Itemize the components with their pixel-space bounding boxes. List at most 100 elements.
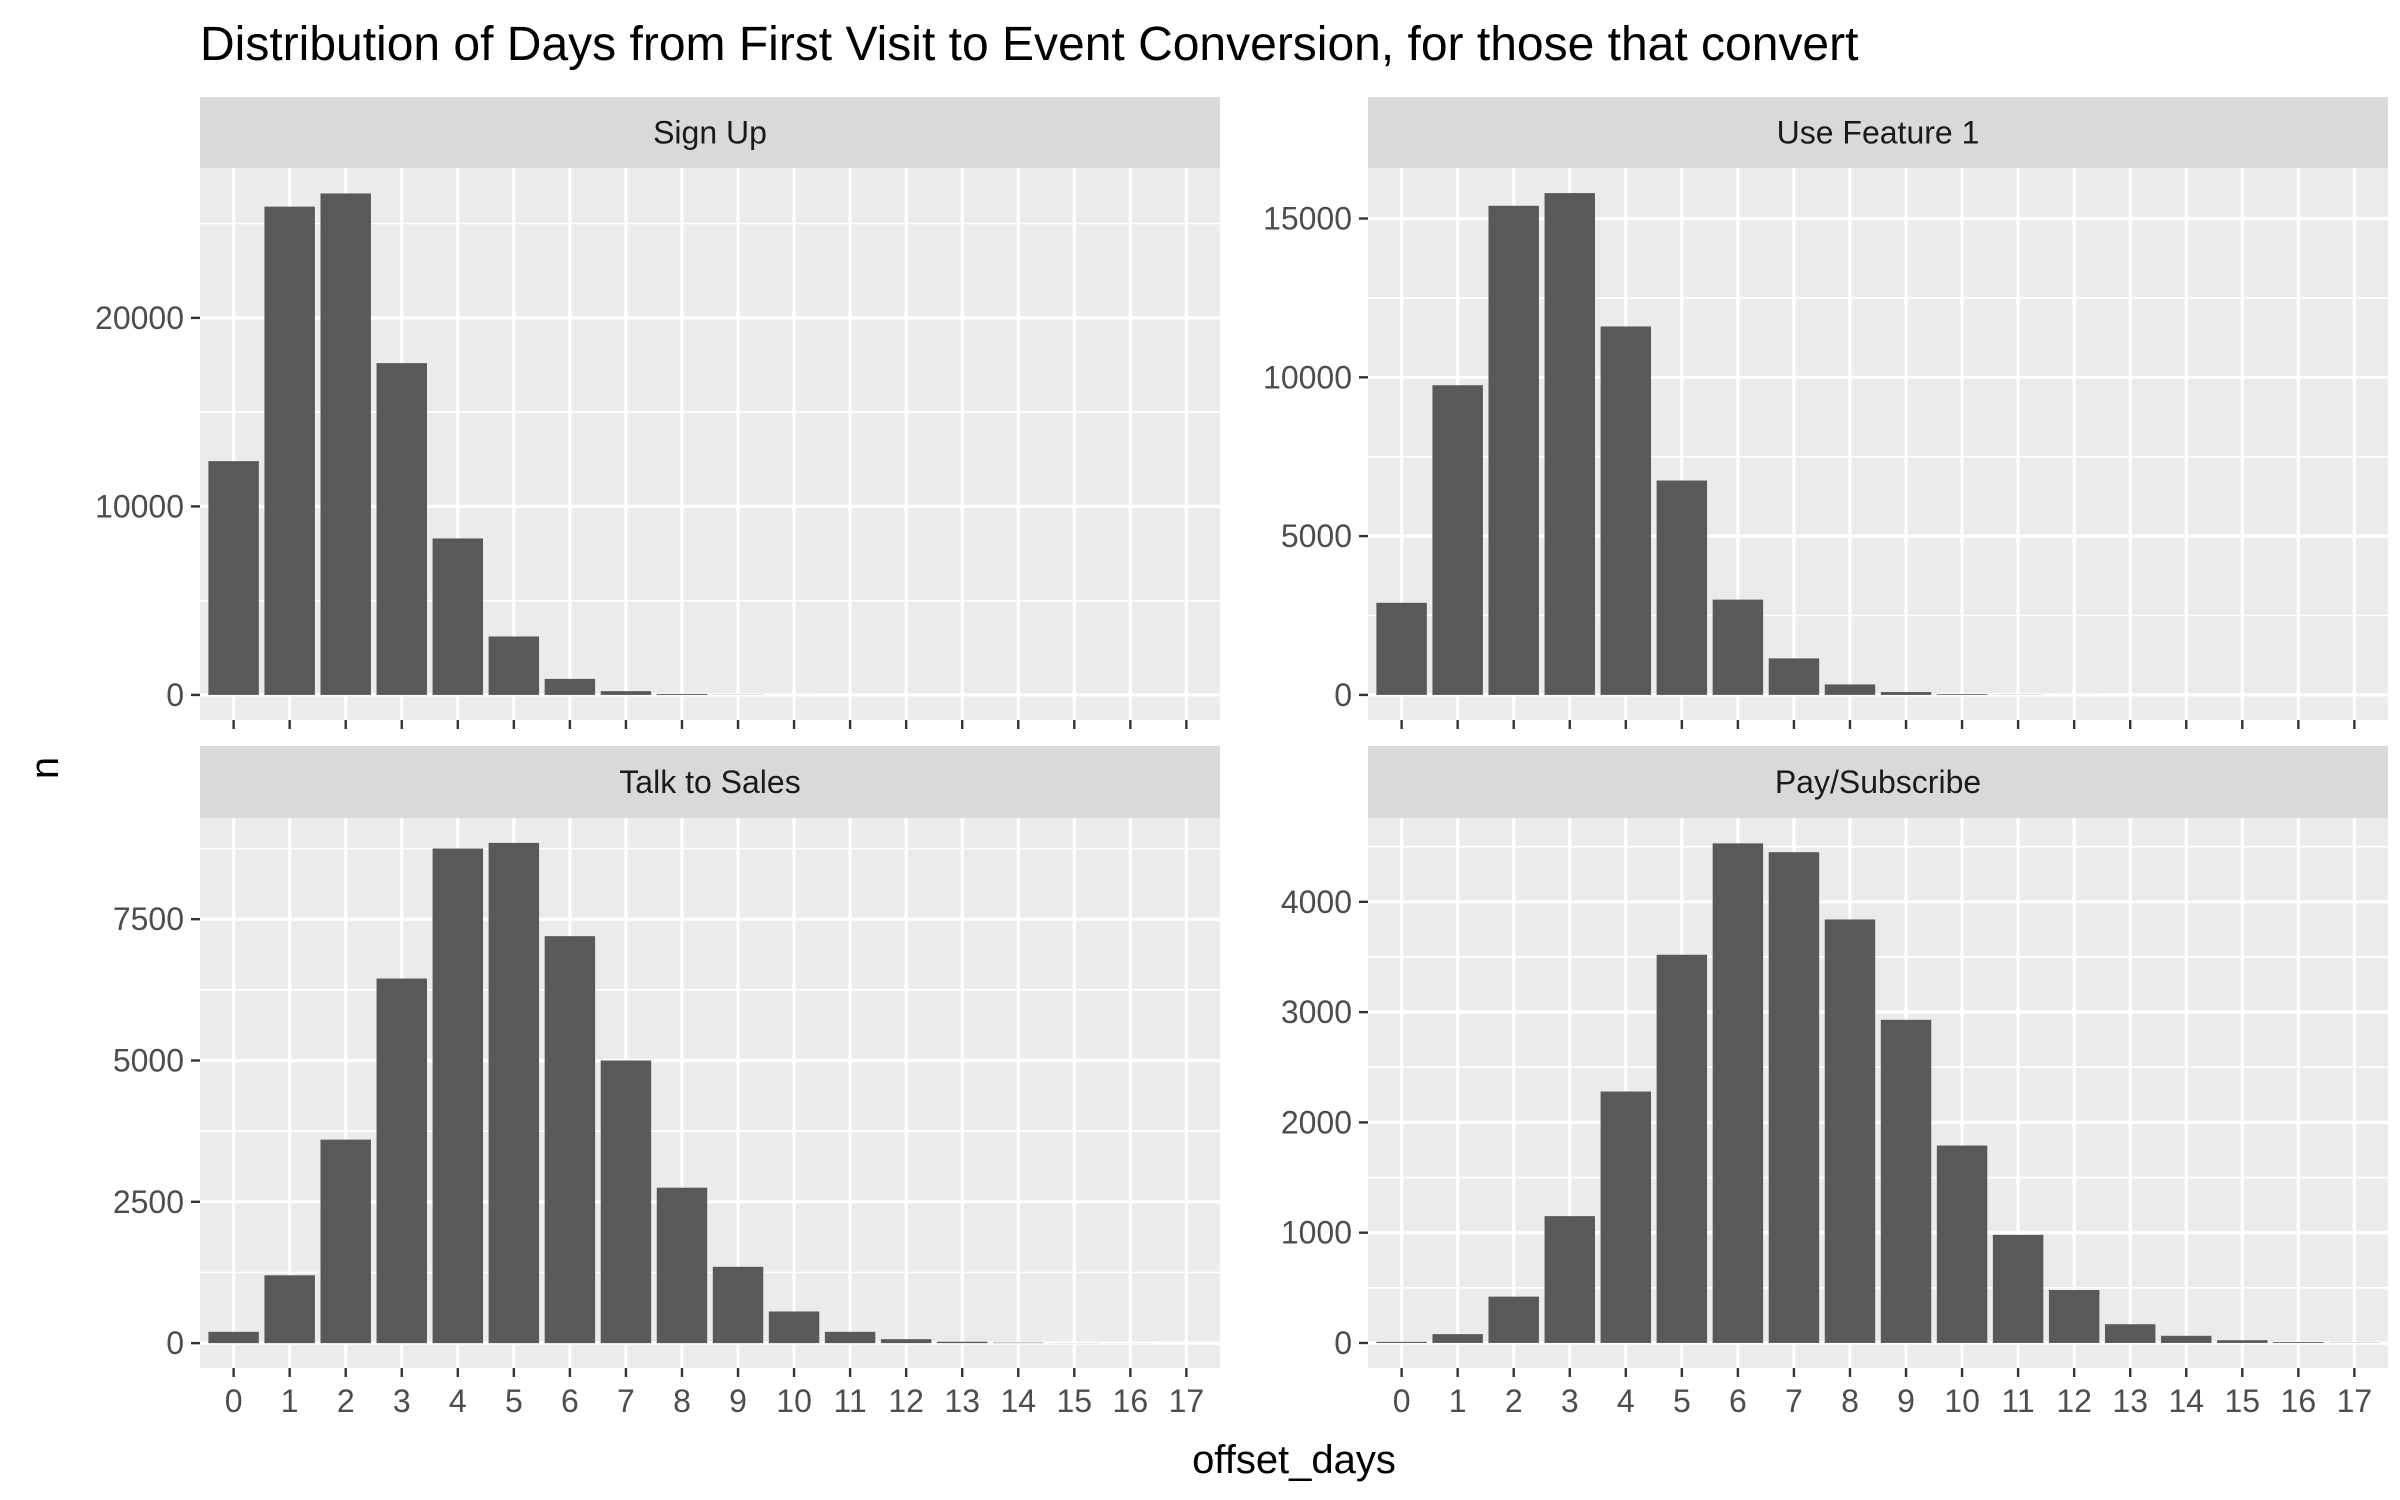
bar xyxy=(1768,852,1820,1343)
facet-strip-label: Pay/Subscribe xyxy=(1775,764,1981,800)
bar xyxy=(1600,326,1652,695)
bar xyxy=(936,1341,988,1344)
x-tick-label: 10 xyxy=(1944,1383,1980,1419)
x-tick-label: 12 xyxy=(888,1383,924,1419)
bar xyxy=(1376,1341,1427,1343)
x-tick-label: 10 xyxy=(776,1383,812,1419)
x-tick-label: 2 xyxy=(1505,1383,1523,1419)
x-tick-label: 1 xyxy=(1449,1383,1467,1419)
bar xyxy=(432,848,484,1344)
y-axis-title: n xyxy=(23,757,67,779)
x-tick-label: 9 xyxy=(729,1383,747,1419)
chart-title: Distribution of Days from First Visit to… xyxy=(200,18,1858,71)
bar xyxy=(1544,193,1595,695)
bar xyxy=(2161,1335,2212,1343)
y-tick-label: 7500 xyxy=(113,901,184,937)
facet-panel: Use Feature 1 0 5000 10000 15000 xyxy=(1263,97,2388,729)
bar xyxy=(824,1331,876,1344)
x-tick-label: 15 xyxy=(1056,1383,1092,1419)
bar xyxy=(1656,480,1708,695)
bar xyxy=(1936,694,1988,695)
facet-strip-label: Use Feature 1 xyxy=(1777,115,1980,151)
x-tick-label: 8 xyxy=(673,1383,691,1419)
bar xyxy=(600,691,652,695)
bar xyxy=(320,193,371,695)
bar xyxy=(656,693,708,695)
bar xyxy=(2048,1290,2100,1343)
bar xyxy=(1824,684,1876,695)
bar xyxy=(1432,385,1483,695)
x-tick-label: 7 xyxy=(617,1383,635,1419)
facet-strip xyxy=(200,97,1220,168)
bar xyxy=(1768,658,1820,695)
x-tick-label: 8 xyxy=(1841,1383,1859,1419)
facet-strip-label: Talk to Sales xyxy=(619,764,800,800)
x-tick-label: 17 xyxy=(2337,1383,2373,1419)
y-tick-label: 10000 xyxy=(1263,359,1352,395)
bar xyxy=(2273,1342,2324,1343)
bar xyxy=(1712,843,1764,1343)
y-tick-label: 2500 xyxy=(113,1184,184,1220)
facet-strip xyxy=(1368,97,2388,168)
y-tick-label: 1000 xyxy=(1281,1215,1352,1251)
x-tick-label: 4 xyxy=(449,1383,467,1419)
bar xyxy=(768,1311,820,1344)
x-tick-label: 13 xyxy=(944,1383,980,1419)
bar xyxy=(1600,1091,1652,1343)
x-tick-label: 11 xyxy=(834,1383,867,1419)
bar xyxy=(1544,1216,1595,1343)
bar xyxy=(376,978,427,1344)
bar xyxy=(2104,1324,2156,1343)
bar xyxy=(600,1060,652,1344)
x-tick-label: 16 xyxy=(1113,1383,1149,1419)
facet-strip-label: Sign Up xyxy=(653,115,767,151)
panel-background xyxy=(1368,818,2388,1368)
y-tick-label: 20000 xyxy=(95,300,184,336)
bar xyxy=(544,936,596,1344)
x-tick-label: 16 xyxy=(2281,1383,2317,1419)
x-tick-label: 14 xyxy=(2168,1383,2204,1419)
x-tick-label: 6 xyxy=(561,1383,579,1419)
bar xyxy=(1880,1019,1932,1343)
x-tick-label: 4 xyxy=(1617,1383,1635,1419)
x-tick-label: 3 xyxy=(1561,1383,1579,1419)
bar xyxy=(320,1139,371,1344)
bar xyxy=(432,538,484,695)
x-tick-label: 3 xyxy=(393,1383,411,1419)
bar xyxy=(1656,954,1708,1343)
bar xyxy=(656,1187,708,1344)
bar xyxy=(264,206,315,695)
y-tick-label: 5000 xyxy=(1281,518,1352,554)
bar xyxy=(264,1275,315,1344)
bar xyxy=(712,1266,764,1344)
bar xyxy=(376,363,427,695)
x-tick-label: 5 xyxy=(505,1383,523,1419)
x-axis-title: offset_days xyxy=(1192,1438,1396,1482)
bar xyxy=(1488,1296,1539,1343)
x-tick-label: 7 xyxy=(1785,1383,1803,1419)
x-tick-label: 0 xyxy=(1393,1383,1411,1419)
y-tick-label: 4000 xyxy=(1281,884,1352,920)
facet-strip xyxy=(200,746,1220,818)
y-tick-label: 5000 xyxy=(113,1042,184,1078)
x-tick-label: 5 xyxy=(1673,1383,1691,1419)
x-tick-label: 9 xyxy=(1897,1383,1915,1419)
bar xyxy=(1992,1234,2044,1343)
bar xyxy=(208,1331,259,1344)
bar xyxy=(1712,599,1764,695)
y-tick-label: 0 xyxy=(1334,1325,1352,1361)
bar xyxy=(1824,919,1876,1343)
bar xyxy=(1936,1145,1988,1343)
bar xyxy=(488,842,540,1344)
x-tick-label: 2 xyxy=(337,1383,355,1419)
bar xyxy=(1880,692,1932,695)
y-tick-label: 2000 xyxy=(1281,1104,1352,1140)
x-tick-label: 17 xyxy=(1169,1383,1205,1419)
y-tick-label: 3000 xyxy=(1281,994,1352,1030)
x-tick-label: 14 xyxy=(1000,1383,1036,1419)
y-tick-label: 0 xyxy=(1334,677,1352,713)
bar xyxy=(1488,205,1539,695)
